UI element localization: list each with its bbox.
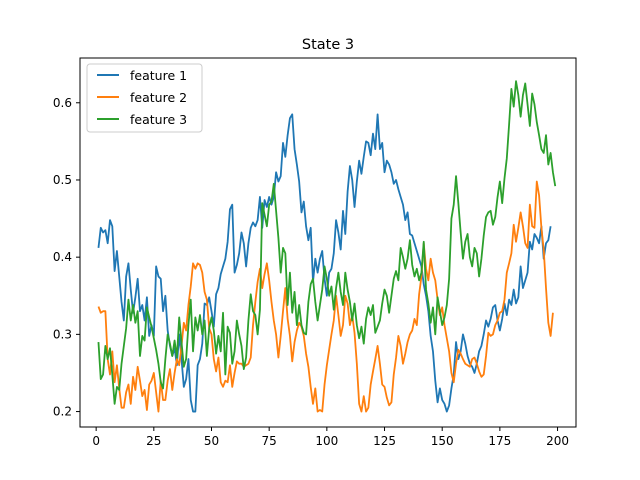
legend-label-feature-3: feature 3 — [130, 112, 187, 127]
x-tick-label: 25 — [146, 434, 161, 448]
x-tick-label: 150 — [431, 434, 454, 448]
legend: feature 1 feature 2 feature 3 — [86, 63, 203, 133]
y-tick-label: 0.6 — [53, 96, 72, 110]
x-tick-label: 100 — [315, 434, 338, 448]
legend-label-feature-1: feature 1 — [130, 68, 187, 83]
y-tick-label: 0.2 — [53, 405, 72, 419]
x-tick-label: 200 — [546, 434, 569, 448]
x-tick-label: 75 — [262, 434, 277, 448]
x-tick-label: 125 — [373, 434, 396, 448]
legend-label-feature-2: feature 2 — [130, 90, 187, 105]
series-line-feature-2 — [97, 180, 554, 413]
chart-title: State 3 — [302, 37, 354, 53]
plot-frame — [79, 57, 577, 428]
y-tick-label: 0.3 — [53, 327, 72, 341]
y-tick-label: 0.5 — [53, 173, 72, 187]
series-layer — [97, 80, 557, 413]
legend-frame — [86, 63, 203, 133]
y-tick-label: 0.4 — [53, 250, 72, 264]
series-line-feature-3 — [97, 80, 557, 405]
x-tick-label: 175 — [488, 434, 511, 448]
x-tick-label: 50 — [204, 434, 219, 448]
x-tick-label: 0 — [92, 434, 100, 448]
axes-layer: 0 25 50 75 100 125 150 175 200 0.2 0.3 0.4 0.5 0.6 — [53, 57, 577, 448]
